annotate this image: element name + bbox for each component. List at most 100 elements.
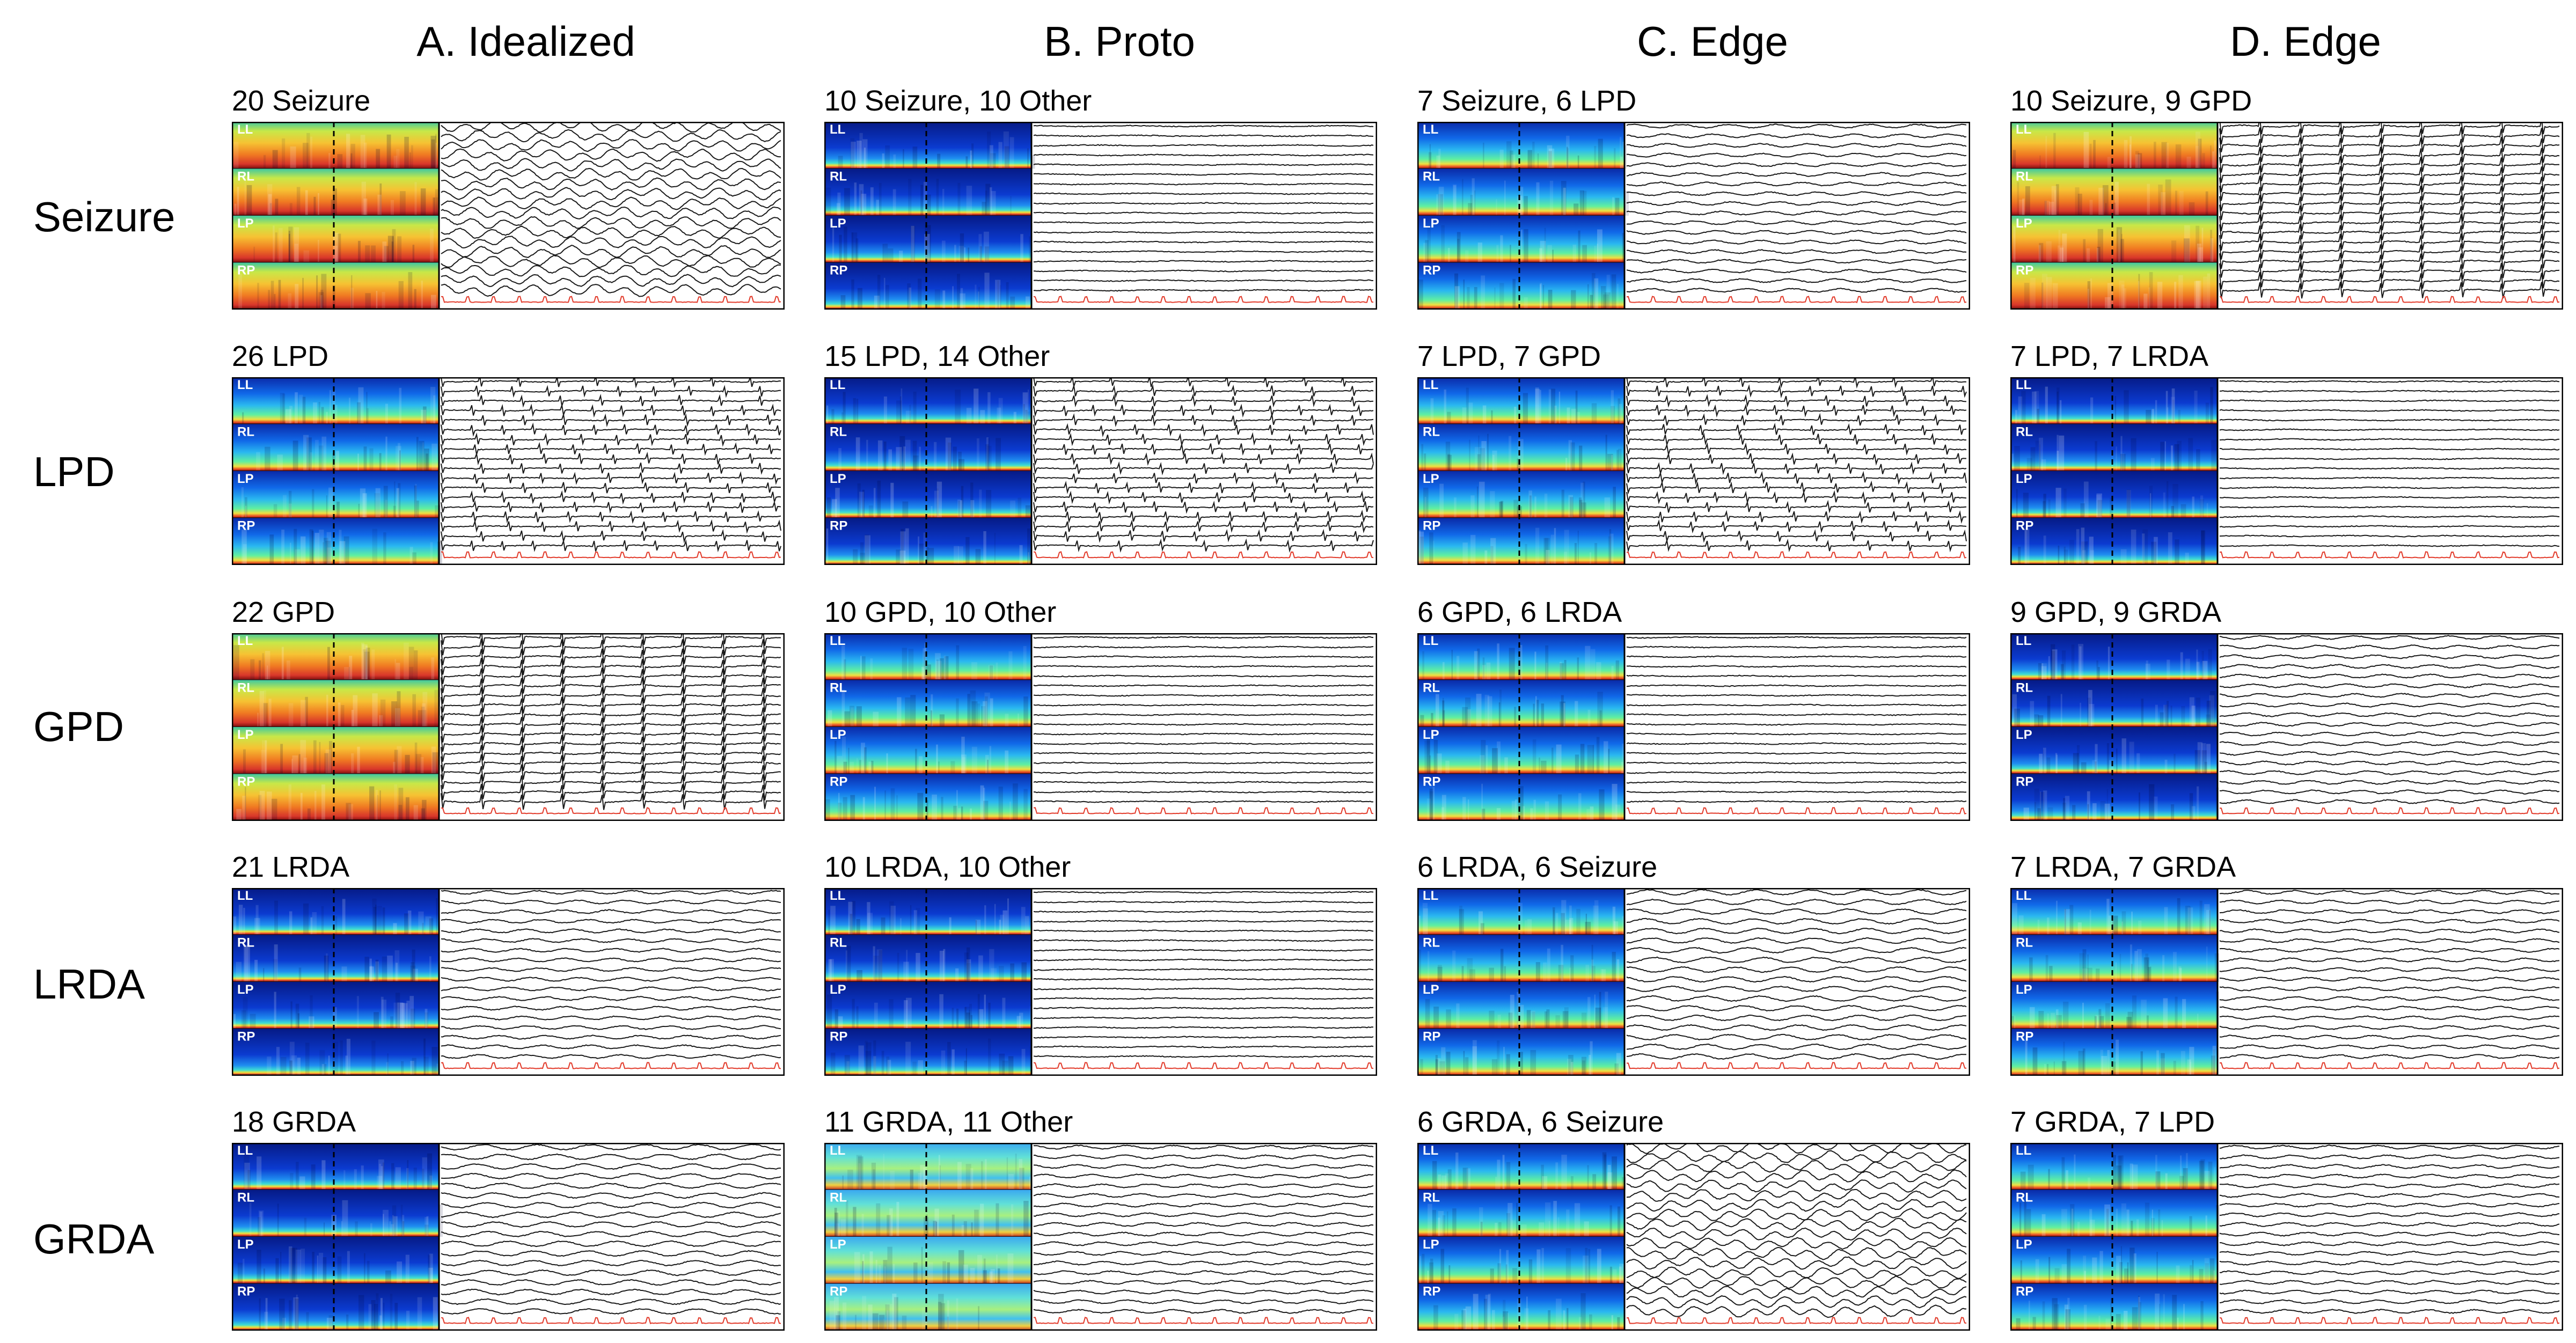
spectrogram-texture <box>1587 997 1591 1029</box>
spectrogram-texture <box>877 480 881 518</box>
spectrogram-texture <box>357 453 359 471</box>
spectrogram-texture <box>233 142 239 169</box>
spectrogram-texture <box>2134 951 2138 982</box>
channel-label: RL <box>1423 1191 1440 1205</box>
spectrogram-texture <box>853 1207 857 1237</box>
spectrogram-texture <box>892 1264 895 1284</box>
spectrogram-texture <box>361 181 366 216</box>
spectrogram-texture <box>829 1301 835 1331</box>
spectrogram-band <box>232 888 439 935</box>
spectrogram-texture <box>243 997 248 1029</box>
spectrogram-texture <box>870 658 873 680</box>
spectrogram-texture <box>2178 275 2183 310</box>
spectrogram-texture <box>1579 445 1583 471</box>
eeg-trace <box>1626 1004 1967 1012</box>
spectrogram-texture <box>879 1265 881 1284</box>
spectrogram-texture <box>243 945 248 982</box>
spectrogram-texture <box>942 189 945 216</box>
spectrogram-texture <box>1006 1157 1008 1190</box>
spectrogram-texture <box>1442 1215 1446 1237</box>
eeg-traces <box>441 890 781 1059</box>
eeg-trace <box>441 715 781 733</box>
spectrogram-texture <box>265 446 270 471</box>
spectrogram-texture <box>428 1255 430 1284</box>
spectrogram-texture <box>912 441 917 471</box>
spectrogram-texture <box>2180 504 2186 518</box>
spectrogram-texture <box>909 287 911 310</box>
spectrogram-band <box>824 633 1031 680</box>
spectrogram-texture <box>383 1214 384 1237</box>
spectrogram-texture <box>345 1055 348 1076</box>
eeg-trace <box>1626 403 1967 418</box>
spectrogram-texture <box>422 922 424 935</box>
spectrogram-texture <box>2106 743 2110 774</box>
spectrogram-texture <box>1529 495 1532 518</box>
eeg-trace <box>441 938 781 943</box>
spectrogram-texture <box>1547 948 1550 982</box>
spectrogram-texture <box>1438 149 1441 169</box>
spectrogram-texture <box>1452 1208 1457 1237</box>
spectrogram-texture <box>343 1170 346 1190</box>
eeg-trace <box>441 187 781 201</box>
spectrogram-texture <box>991 190 996 216</box>
spectrogram-texture <box>2116 748 2118 774</box>
spectrogram-texture <box>2104 803 2110 821</box>
eeg-trace <box>2219 702 2560 708</box>
eeg-trace <box>2219 664 2560 669</box>
eeg-trace <box>1033 781 1374 784</box>
spectrogram-texture <box>919 544 924 565</box>
spectrogram-texture <box>1619 1266 1622 1284</box>
spectrogram-texture <box>382 241 387 263</box>
spectrogram-texture <box>1438 965 1442 982</box>
eeg-trace <box>1626 655 1967 658</box>
spectrogram-texture <box>379 790 381 821</box>
spectrogram-texture <box>1518 196 1523 216</box>
spectrogram-texture <box>947 1300 949 1331</box>
eeg-trace <box>441 1288 781 1296</box>
spectrogram-texture <box>2106 789 2109 821</box>
spectrogram-texture <box>263 968 265 982</box>
spectrogram-texture <box>393 156 398 169</box>
spectrogram-texture <box>321 274 327 310</box>
channel-label: RP <box>237 519 255 533</box>
spectrogram-texture <box>956 645 960 680</box>
spectrogram-texture <box>288 490 292 518</box>
spectrogram-texture <box>341 704 345 727</box>
spectrogram-texture <box>2147 184 2150 216</box>
spectrogram-texture <box>983 801 989 821</box>
spectrogram-texture <box>1553 1201 1557 1237</box>
spectrogram-texture <box>2206 503 2208 518</box>
spectrogram-texture <box>934 490 939 518</box>
eeg-trace <box>1626 220 1967 225</box>
spectrogram-texture <box>988 1002 991 1029</box>
spectrogram-texture <box>966 408 972 424</box>
panel-caption: 7 LPD, 7 LRDA <box>2010 340 2209 372</box>
spectrogram-texture <box>857 758 858 774</box>
spectrogram-texture <box>1418 949 1421 982</box>
spectrogram-texture <box>371 245 376 263</box>
channel-label: RP <box>1423 263 1440 278</box>
spectrogram-texture <box>941 1303 946 1331</box>
spectrogram-texture <box>424 1012 429 1029</box>
eeg-trace <box>2219 515 2560 518</box>
spectrogram-texture <box>958 808 961 821</box>
spectrogram-texture <box>313 196 316 216</box>
spectrogram-texture <box>2041 459 2046 471</box>
spectrogram-texture <box>325 749 331 774</box>
spectrogram-texture <box>2209 1258 2215 1284</box>
spectrogram-texture <box>365 245 370 263</box>
spectrogram-texture <box>1462 407 1467 424</box>
spectrogram-texture <box>1572 245 1576 263</box>
spectrogram-texture <box>1596 662 1601 680</box>
spectrogram-texture <box>336 501 340 518</box>
spectrogram-texture <box>394 708 400 727</box>
spectrogram-texture <box>926 552 928 565</box>
eeg-panel: LL RL LP RP <box>1417 633 1970 821</box>
spectrogram-texture <box>2204 761 2207 774</box>
spectrogram-texture <box>1542 1176 1548 1190</box>
spectrogram-texture <box>422 1157 427 1190</box>
spectrogram-texture <box>1027 148 1029 169</box>
spectrogram-texture <box>2061 1157 2065 1190</box>
spectrogram-texture <box>938 761 940 774</box>
